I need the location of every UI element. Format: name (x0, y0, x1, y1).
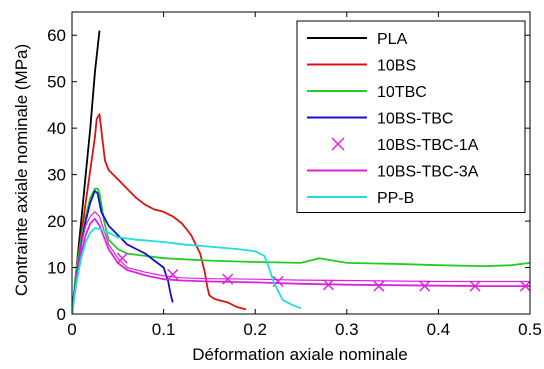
legend-item-10bs: 10BS (307, 58, 416, 75)
legend-item-10bs-tbc-1a: 10BS-TBC-1A (331, 137, 479, 154)
x-tick-label: 0 (67, 320, 76, 339)
x-axis-label: Déformation axiale nominale (192, 345, 407, 364)
legend-label: 10BS-TBC-3A (377, 164, 479, 181)
axes-layer (71, 11, 531, 315)
legend-item-10bs-tbc-3a: 10BS-TBC-3A (307, 164, 479, 181)
x-tick-label: 0.1 (152, 320, 176, 339)
y-tick-label: 10 (47, 259, 66, 278)
legend-item-10tbc: 10TBC (307, 84, 427, 101)
series-marker-10bs-tbc-1a (373, 280, 385, 292)
series-line-10bs-tbc (72, 189, 174, 314)
legend-label: PP-B (377, 190, 414, 207)
y-tick-label: 40 (47, 119, 66, 138)
marker-stroke (373, 280, 385, 292)
series-group (72, 30, 530, 314)
y-tick-label: 60 (47, 26, 66, 45)
series-line-10bs-tbc-1a (72, 211, 530, 314)
marker-stroke (116, 252, 128, 264)
x-tick-label: 0.2 (243, 320, 267, 339)
legend-item-pp-b: PP-B (307, 190, 414, 207)
y-tick-label: 20 (47, 212, 66, 231)
series-marker-10bs-tbc-1a (116, 252, 128, 264)
marker-stroke (167, 268, 179, 281)
ticks-layer: 0 0.1 0.2 0.3 0.4 0.5 0 10 20 30 40 50 60 (47, 12, 542, 339)
y-tick-label: 0 (57, 305, 66, 324)
x-tick-label: 0.3 (335, 320, 359, 339)
legend-item-pla: PLA (307, 31, 408, 48)
axes-frame (71, 11, 531, 315)
legend-label: PLA (377, 31, 408, 48)
legend-label: 10BS (377, 58, 416, 75)
legend: PLA 10BS 10TBC 10BS-TBC 10BS-TBC-1A 10BS-TBC-… (296, 20, 526, 213)
x-tick-label: 0.5 (518, 320, 542, 339)
legend-label: 10TBC (377, 84, 427, 101)
series-line-10bs (72, 113, 247, 314)
legend-marker (331, 137, 345, 151)
series-marker-10bs-tbc-1a (167, 268, 179, 281)
x-tick-label: 0.4 (427, 320, 451, 339)
series-line-10bs-tbc-3a (72, 217, 530, 314)
legend-label: 10BS-TBC-1A (377, 137, 479, 154)
legend-item-10bs-tbc: 10BS-TBC (307, 111, 453, 128)
series-line-10tbc (72, 187, 530, 314)
y-tick-label: 30 (47, 166, 66, 185)
y-axis-label: Contrainte axiale nominale (MPa) (12, 44, 31, 296)
series-layer (72, 30, 530, 314)
legend-label: 10BS-TBC (377, 111, 453, 128)
series-line-pp-b (72, 227, 302, 314)
y-tick-label: 50 (47, 73, 66, 92)
